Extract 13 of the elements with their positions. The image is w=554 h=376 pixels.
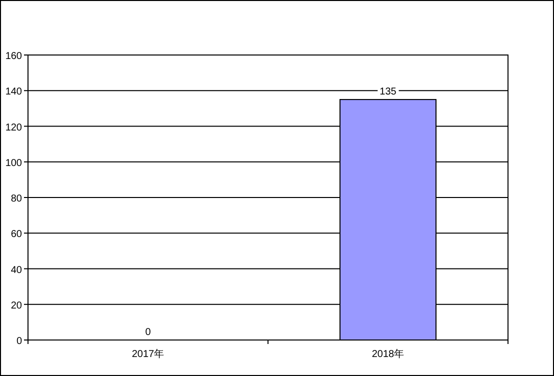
y-tick-label: 80 — [10, 194, 22, 204]
y-tick-label: 100 — [5, 158, 22, 169]
y-tick-label: 120 — [5, 122, 22, 134]
x-tick-label: 2017年 — [132, 348, 164, 360]
y-tick-label: 160 — [5, 51, 22, 62]
y-tick-label: 20 — [10, 300, 22, 312]
data-label: 0 — [145, 327, 152, 338]
x-tick-label: 2018年 — [372, 348, 404, 360]
y-tick-label: 140 — [5, 86, 22, 98]
y-tick-label: 40 — [10, 264, 22, 276]
y-tick-label: 0 — [16, 336, 22, 347]
data-label: 135 — [380, 86, 397, 98]
y-tick-label: 60 — [10, 229, 22, 240]
